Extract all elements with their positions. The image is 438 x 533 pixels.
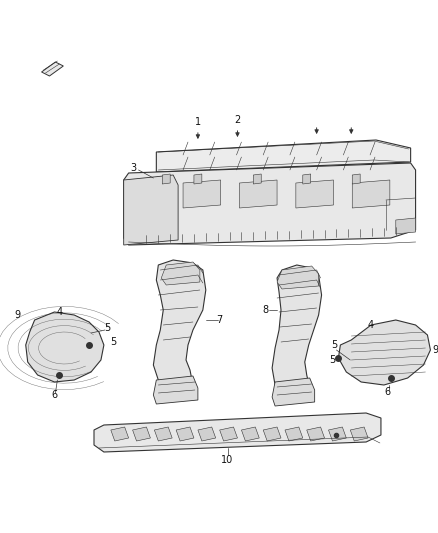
Text: 4: 4 — [368, 320, 374, 330]
Polygon shape — [26, 312, 104, 382]
Polygon shape — [296, 180, 333, 208]
Polygon shape — [153, 376, 198, 404]
Polygon shape — [263, 427, 281, 441]
Polygon shape — [307, 427, 325, 441]
Text: 1: 1 — [195, 117, 201, 127]
Polygon shape — [162, 174, 170, 184]
Polygon shape — [194, 174, 202, 184]
Text: 9: 9 — [15, 310, 21, 320]
Polygon shape — [277, 266, 318, 289]
Text: 5: 5 — [331, 340, 338, 350]
Polygon shape — [396, 218, 416, 234]
Polygon shape — [183, 180, 221, 208]
Text: 8: 8 — [262, 305, 268, 315]
Text: 6: 6 — [385, 387, 391, 397]
Polygon shape — [350, 427, 368, 441]
Polygon shape — [272, 378, 314, 406]
Polygon shape — [154, 427, 172, 441]
Polygon shape — [339, 320, 431, 385]
Polygon shape — [328, 427, 346, 441]
Polygon shape — [133, 427, 150, 441]
Polygon shape — [124, 163, 416, 245]
Text: 7: 7 — [216, 315, 223, 325]
Polygon shape — [94, 413, 381, 452]
Text: 5: 5 — [111, 337, 117, 347]
Polygon shape — [253, 174, 261, 184]
Polygon shape — [285, 427, 303, 441]
Text: 5: 5 — [329, 355, 336, 365]
Text: 2: 2 — [234, 115, 240, 125]
Text: 6: 6 — [51, 390, 57, 400]
Polygon shape — [303, 174, 311, 184]
Text: 5: 5 — [104, 323, 110, 333]
Polygon shape — [241, 427, 259, 441]
Polygon shape — [240, 180, 277, 208]
Polygon shape — [272, 265, 321, 398]
Polygon shape — [220, 427, 237, 441]
Polygon shape — [156, 140, 411, 172]
Polygon shape — [176, 427, 194, 441]
Polygon shape — [352, 180, 390, 208]
Polygon shape — [352, 174, 360, 184]
Polygon shape — [124, 175, 178, 245]
Polygon shape — [111, 427, 129, 441]
Polygon shape — [198, 427, 215, 441]
Text: 9: 9 — [432, 345, 438, 355]
Text: 3: 3 — [131, 163, 137, 173]
Polygon shape — [42, 62, 64, 76]
Text: 4: 4 — [57, 307, 63, 317]
Polygon shape — [153, 260, 206, 395]
Polygon shape — [161, 262, 200, 285]
Text: 10: 10 — [222, 455, 234, 465]
